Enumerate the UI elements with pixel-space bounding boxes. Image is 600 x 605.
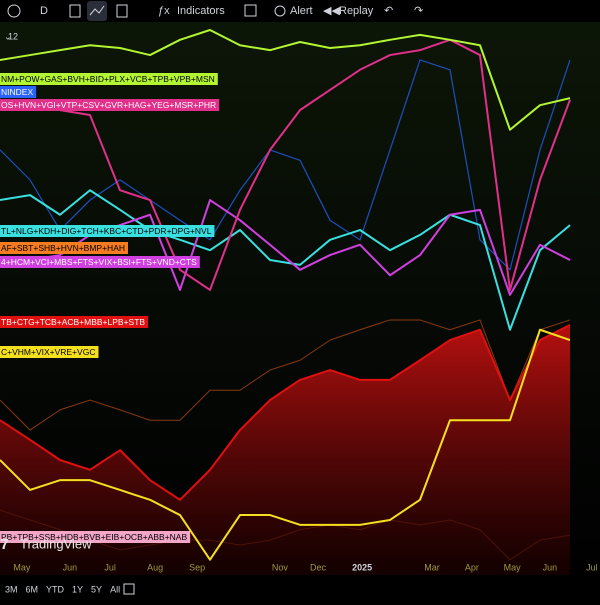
indicators-icon: ƒx (158, 5, 170, 17)
range-button[interactable]: All (110, 584, 120, 594)
legend-entry[interactable]: NM+POW+GAS+BVH+BID+PLX+VCB+TPB+VPB+MSN (0, 73, 218, 85)
legend-label: NINDEX (1, 87, 33, 97)
layout-icon[interactable] (244, 4, 257, 17)
series-line (0, 328, 571, 561)
x-tick-label: Dec (310, 562, 327, 572)
x-tick-label: Nov (272, 562, 289, 572)
legend-entry[interactable]: C+VHM+VIX+VRE+VGC (0, 346, 99, 358)
toolbar (0, 0, 600, 22)
legend-label: PB+TPB+SSB+HDB+BVB+EIB+OCB+ABB+NAB (1, 532, 187, 542)
x-tick-label: Apr (465, 562, 479, 572)
undo[interactable]: ↶ (384, 5, 393, 17)
legend-tag (0, 256, 200, 268)
legend-tag (0, 99, 220, 111)
range-button[interactable]: 3M (5, 584, 18, 594)
x-tick-label: Jul (104, 562, 116, 572)
range-button[interactable]: 6M (26, 584, 39, 594)
legend-entry[interactable]: TB+CTG+TCB+ACB+MBB+LPB+STB (0, 316, 149, 328)
legend-label: 4+HCM+VCI+MBS+FTS+VIX+BSI+FTS+VND+CTS (1, 257, 197, 267)
legend-label: TL+NLG+KDH+DIG+TCH+KBC+CTD+PDR+DPG+NVL (1, 226, 212, 236)
line-glyph (89, 5, 105, 16)
legend-label: AF+SBT+SHB+HVN+BMP+HAH (1, 243, 125, 253)
series-line (0, 319, 571, 431)
x-tick-label: May (504, 562, 522, 572)
legend-tag (0, 316, 149, 328)
alert[interactable]: Alert (290, 5, 313, 17)
indicators[interactable]: Indicators (177, 5, 225, 17)
x-tick-label: May (13, 562, 31, 572)
interval[interactable]: D (40, 5, 48, 17)
legend-tag (0, 346, 99, 358)
series-line (0, 29, 571, 131)
legend-label: OS+HVN+VGI+VTP+CSV+GVR+HAG+YEG+MSR+PHR (1, 100, 216, 110)
series-line (0, 38, 571, 291)
x-tick-label: Jul (586, 562, 598, 572)
x-tick-label: Jun (543, 562, 558, 572)
legend-tag (0, 86, 37, 98)
legend-toggle[interactable]: ⌄ (4, 31, 12, 41)
series-line (0, 323, 571, 501)
replay[interactable]: Replay (339, 5, 374, 17)
legend-count: 12 (8, 31, 18, 41)
legend-entry[interactable]: OS+HVN+VGI+VTP+CSV+GVR+HAG+YEG+MSR+PHR (0, 99, 220, 111)
series-line (0, 189, 571, 331)
redo[interactable]: ↷ (414, 5, 423, 17)
legend-label: TB+CTG+TCB+ACB+MBB+LPB+STB (1, 317, 145, 327)
legend-label: C+VHM+VIX+VRE+VGC (1, 347, 95, 357)
legend-entry[interactable]: 4+HCM+VCI+MBS+FTS+VIX+BSI+FTS+VND+CTS (0, 256, 200, 268)
area (0, 324, 570, 575)
legend-label: NM+POW+GAS+BVH+BID+PLX+VCB+TPB+VPB+MSN (1, 74, 215, 84)
bottom-bar (0, 577, 600, 600)
legend-tag (0, 531, 191, 543)
legend-entry[interactable]: AF+SBT+SHB+HVN+BMP+HAH (0, 242, 129, 254)
range-button[interactable]: 5Y (91, 584, 102, 594)
replay-icon: ◀◀ (323, 5, 340, 17)
x-tick-label: Sep (189, 562, 205, 572)
legend-tag (0, 225, 215, 237)
x-tick-label: Jun (63, 562, 78, 572)
legend-entry[interactable]: NINDEX (0, 86, 37, 98)
x-tick-label: Aug (147, 562, 163, 572)
watermark: TradingView (20, 536, 92, 551)
range-button[interactable]: YTD (46, 584, 65, 594)
x-tick-label: 2025 (352, 562, 372, 572)
x-tick-label: Mar (424, 562, 440, 572)
candles-icon[interactable] (116, 4, 128, 18)
legend-tag (0, 73, 218, 85)
date-range-icon[interactable] (123, 583, 135, 595)
legend-entry[interactable]: PB+TPB+SSB+HDB+BVB+EIB+OCB+ABB+NAB (0, 531, 191, 543)
range-button[interactable]: 1Y (72, 584, 83, 594)
watermark-logo: 17 (0, 536, 9, 553)
add-symbol-icon[interactable] (7, 4, 21, 18)
legend-tag (0, 242, 129, 254)
alert-icon[interactable] (274, 5, 286, 17)
legend-entry[interactable]: TL+NLG+KDH+DIG+TCH+KBC+CTD+PDR+DPG+NVL (0, 225, 215, 237)
bars-icon[interactable] (69, 4, 81, 18)
